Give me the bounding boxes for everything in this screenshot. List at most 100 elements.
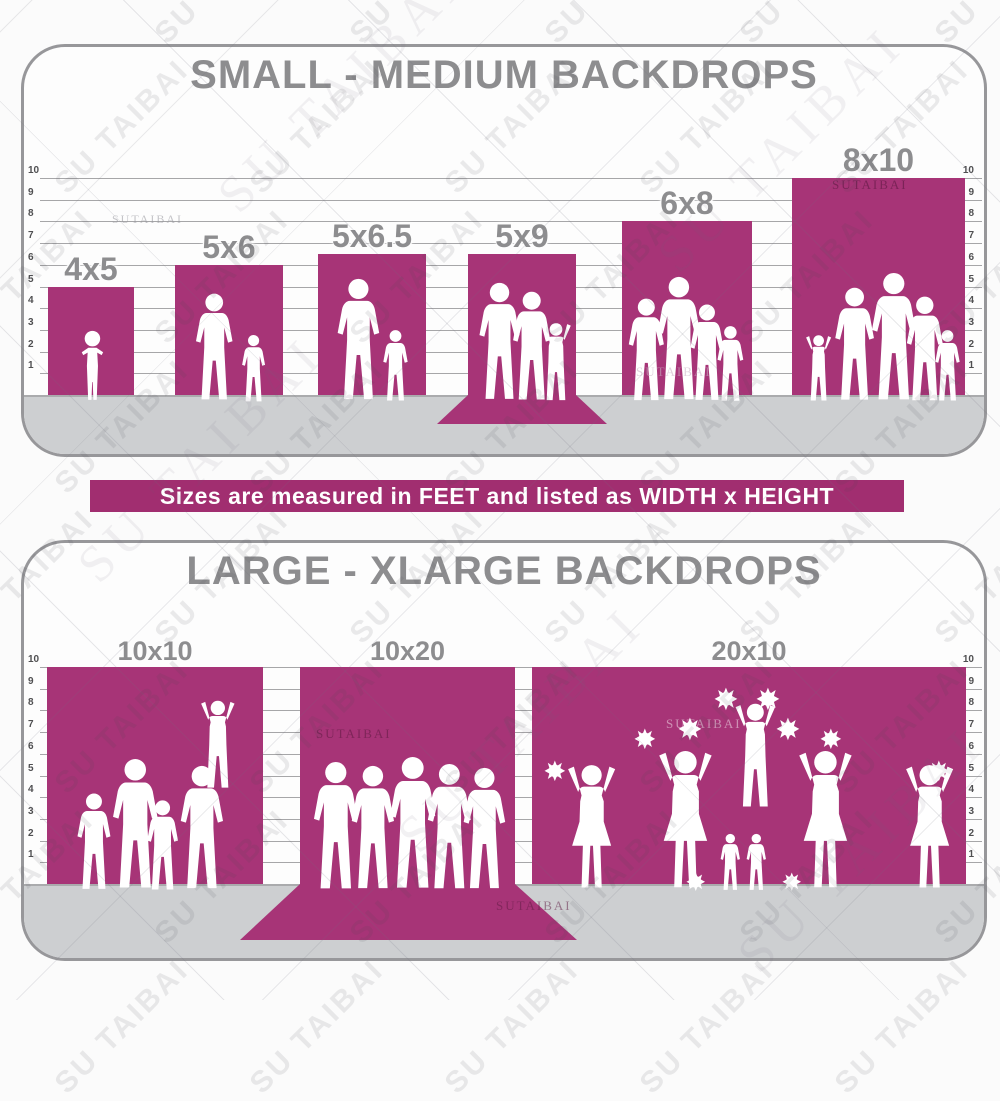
watermark-text: SU TAIBAI (828, 953, 976, 1101)
size-label-6x8: 6x8 (660, 185, 714, 222)
scale-tick-right: 3 (968, 316, 974, 328)
scale-tick-right: 2 (968, 338, 974, 350)
size-label-5x9: 5x9 (495, 217, 549, 254)
size-bar-8x10 (792, 178, 965, 395)
silhouette-armsup (726, 697, 785, 810)
scale-tick-right: 7 (968, 719, 974, 731)
size-bar-10x10 (47, 667, 263, 884)
scale-line-8ft (40, 221, 982, 223)
pom-pom (928, 760, 950, 782)
scale-line-10ft (40, 178, 982, 179)
scale-tick-right: 9 (968, 186, 974, 198)
scale-tick-right: 8 (968, 697, 974, 709)
scale-tick-right: 6 (968, 251, 974, 263)
brand-mark-on-10x20-sweep: SUTAIBAI (496, 898, 572, 913)
scale-tick-left: 6 (28, 251, 34, 263)
small-medium-title: SMALL - MEDIUM BACKDROPS (190, 53, 818, 97)
scale-tick-right: 6 (968, 740, 974, 752)
size-bar-10x20 (300, 667, 515, 884)
large-xlarge-panel: LARGE - XLARGE BACKDROPS 1 1 2 2 3 3 4 4 5 5 6 6 7 7 8… (21, 540, 987, 961)
small-medium-chart: 1 1 2 2 3 3 4 4 5 5 6 6 7 7 8 8 9 9 10 10 4x5 5x6 5x6.5 5x9 6x8 8… (24, 47, 984, 454)
scale-tick-right: 10 (962, 654, 974, 665)
scale-tick-right: 1 (968, 849, 974, 861)
brand-mark-on-20x10-bar: SUTAIBAI (666, 716, 742, 731)
scale-tick-right: 10 (962, 165, 974, 176)
silhouette-cheer (558, 757, 625, 892)
watermark-text: SU TAIBAI (438, 953, 586, 1101)
scale-tick-left: 8 (28, 208, 34, 220)
scale-tick-left: 10 (28, 654, 40, 665)
size-bar-4x5 (48, 286, 134, 396)
scale-tick-right: 8 (968, 208, 974, 220)
scale-tick-right: 4 (968, 295, 974, 307)
pom-pom (820, 728, 842, 750)
brand-mark-on-6x8-bar: SUTAIBAI (636, 364, 712, 379)
info-banner-text: Sizes are measured in FEET and listed as… (159, 482, 835, 509)
silhouette-cheer (648, 742, 723, 892)
scale-tick-left: 4 (28, 295, 34, 307)
silhouette-adult (191, 292, 237, 403)
size-label-5x6.5: 5x6.5 (331, 217, 413, 254)
watermark-text: SU TAIBAI (633, 953, 781, 1101)
scale-tick-right: 7 (968, 230, 974, 242)
silhouette-cheer (788, 742, 863, 892)
small-medium-panel: SMALL - MEDIUM BACKDROPS 1 1 2 2 3 3 4 4 5 5 6 6 7 7 8… (21, 44, 987, 457)
scale-tick-right: 4 (968, 784, 974, 796)
scale-tick-left: 9 (28, 675, 34, 687)
size-bar-5x6 (175, 264, 283, 395)
size-label-10x20: 10x20 (369, 636, 446, 666)
scale-tick-left: 5 (28, 273, 34, 285)
size-label-4x5: 4x5 (64, 250, 118, 287)
size-bar-5x6.5 (318, 253, 426, 395)
brand-mark-on-10x20-bar: SUTAIBAI (316, 726, 392, 741)
scale-tick-left: 5 (28, 762, 34, 774)
large-xlarge-chart: 1 1 2 2 3 3 4 4 5 5 6 6 7 7 8 8 9 9 10 10 10x10 10x20 20x10 (24, 543, 984, 958)
pom-pom (776, 717, 800, 741)
scale-tick-right: 2 (968, 827, 974, 839)
pom-pom (544, 760, 566, 782)
silhouette-child (380, 329, 411, 403)
brand-mark-top-panel: SUTAIBAI (112, 212, 184, 226)
pom-pom (686, 872, 706, 892)
brand-mark-on-8x10-bar: SUTAIBAI (832, 177, 908, 192)
silhouette-adult (332, 277, 385, 403)
size-bar-6x8 (622, 221, 752, 395)
scale-tick-left: 3 (28, 805, 34, 817)
scale-tick-right: 3 (968, 805, 974, 817)
size-bar-5x9 (468, 253, 576, 395)
large-xlarge-title: LARGE - XLARGE BACKDROPS (186, 549, 822, 593)
scale-tick-left: 1 (28, 849, 34, 861)
watermark-text: SU TAIBAI (243, 953, 391, 1101)
silhouette-adult (744, 833, 769, 892)
size-label-5x6: 5x6 (202, 228, 256, 265)
scale-tick-right: 1 (968, 360, 974, 372)
scale-tick-left: 3 (28, 316, 34, 328)
size-label-10x10: 10x10 (117, 636, 193, 666)
silhouette-adult (458, 766, 511, 892)
info-banner: Sizes are measured in FEET and listed as… (90, 480, 904, 512)
scale-tick-left: 10 (28, 165, 40, 176)
scale-tick-left: 6 (28, 740, 34, 752)
pom-pom (782, 872, 802, 892)
floor-sweep (240, 884, 577, 940)
silhouette-child (239, 334, 268, 403)
floor-sweep (437, 395, 607, 424)
pom-pom (634, 728, 656, 750)
silhouette-adult (718, 833, 743, 892)
scale-tick-left: 7 (28, 230, 34, 242)
scale-tick-right: 5 (968, 273, 974, 285)
size-bar-20x10 (532, 667, 966, 884)
scale-line-9ft (40, 199, 982, 201)
scale-tick-left: 9 (28, 186, 34, 198)
scale-line-7ft (40, 243, 982, 245)
silhouette-armsup (534, 318, 578, 403)
scale-tick-left: 7 (28, 719, 34, 731)
pom-pom (756, 687, 780, 711)
silhouette-toddler (74, 329, 111, 403)
silhouette-child (932, 329, 963, 403)
scale-tick-left: 4 (28, 784, 34, 796)
silhouette-armsup (193, 695, 243, 790)
silhouette-child (714, 325, 747, 403)
size-label-20x10: 20x10 (711, 636, 787, 666)
